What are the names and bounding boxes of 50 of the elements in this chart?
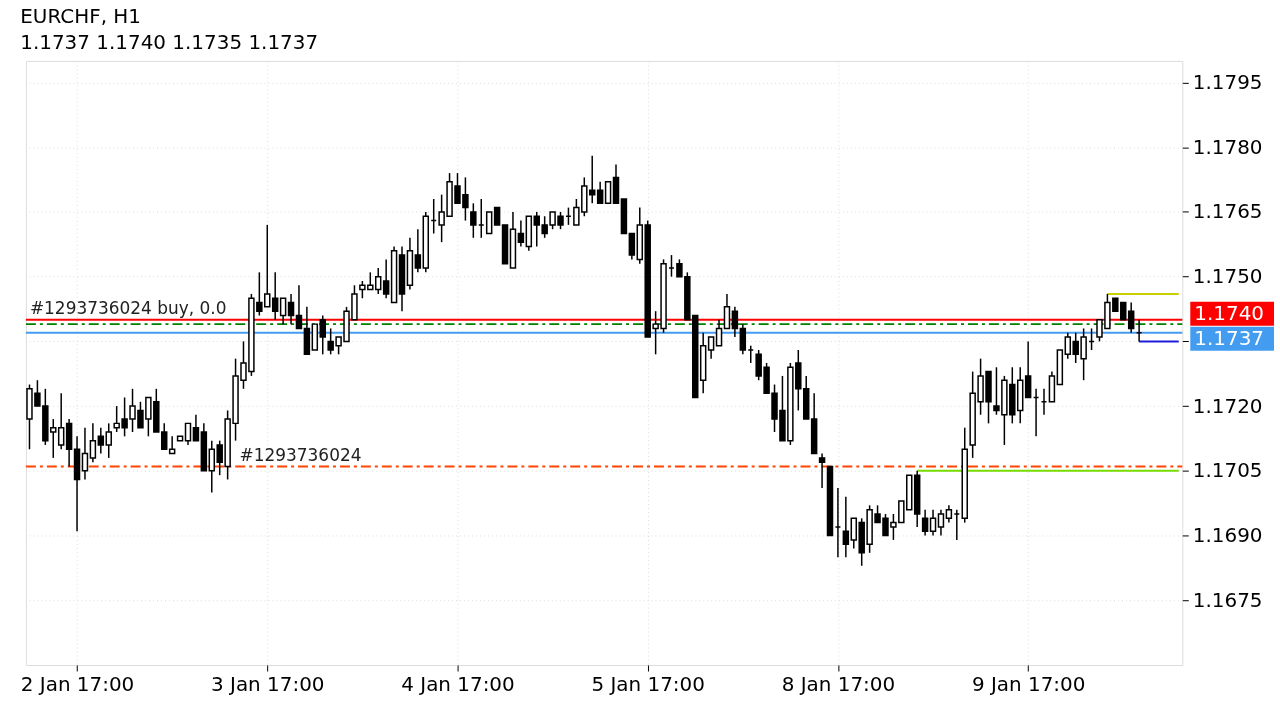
- y-tick-label: 1.1795: [1192, 70, 1263, 94]
- candlestick: [517, 219, 525, 248]
- candlestick: [485, 211, 493, 235]
- candlestick: [739, 323, 747, 356]
- y-tick-label: 1.1720: [1192, 394, 1263, 418]
- candlestick: [184, 422, 192, 446]
- candlestick: [105, 422, 112, 459]
- x-tick-label: 8 Jan 17:00: [781, 673, 896, 697]
- y-tick-label: 1.1705: [1192, 459, 1263, 483]
- ref-line-label: #1293736024 buy, 0.0: [29, 297, 227, 318]
- candlestick: [715, 319, 723, 347]
- candlestick: [929, 508, 937, 537]
- y-tick-label: 1.1675: [1192, 588, 1263, 612]
- candlestick: [937, 508, 945, 537]
- candlestick: [295, 284, 303, 330]
- candlestick: [279, 297, 287, 325]
- x-tick-label: 9 Jan 17:00: [971, 673, 1086, 697]
- candlestick: [628, 232, 636, 261]
- chart-subtitle: 1.1737 1.1740 1.1735 1.1737: [20, 30, 319, 54]
- chart-title: EURCHF, H1: [20, 5, 141, 29]
- x-tick-label: 5 Jan 17:00: [591, 673, 705, 697]
- x-tick-label: 3 Jan 17:00: [211, 673, 325, 697]
- candlestick: [414, 228, 422, 274]
- y-tick-label: 1.1780: [1192, 135, 1263, 159]
- candlestick: [192, 413, 200, 442]
- candlestick: [319, 314, 326, 356]
- candlestick: [382, 258, 390, 299]
- x-tick-label: 4 Jan 17:00: [401, 673, 515, 697]
- candlestick: [1024, 340, 1032, 399]
- candlestick: [818, 452, 826, 489]
- candlestick: [731, 306, 739, 338]
- y-tick-label: 1.1690: [1192, 524, 1263, 548]
- candlestick: [596, 180, 604, 205]
- candlestick: [287, 293, 295, 325]
- candlestick: [842, 495, 850, 558]
- annotation: #1293736024: [239, 444, 362, 465]
- ref-line-label: 1.1740: [1194, 301, 1264, 325]
- ref-line-label: 1.1737: [1194, 326, 1264, 350]
- y-tick-label: 1.1750: [1192, 265, 1263, 289]
- candlestick: [97, 426, 105, 455]
- candlestick: [1127, 301, 1135, 334]
- candlestick: [723, 293, 731, 330]
- y-tick-label: 1.1765: [1192, 200, 1263, 224]
- candlestick: [707, 336, 715, 360]
- candlestick: [470, 202, 477, 239]
- candlestick: [921, 508, 929, 537]
- candlestick: [604, 180, 612, 205]
- candlestick: [81, 426, 89, 481]
- candlestick: [89, 422, 97, 463]
- x-tick-label: 2 Jan 17:00: [20, 673, 135, 697]
